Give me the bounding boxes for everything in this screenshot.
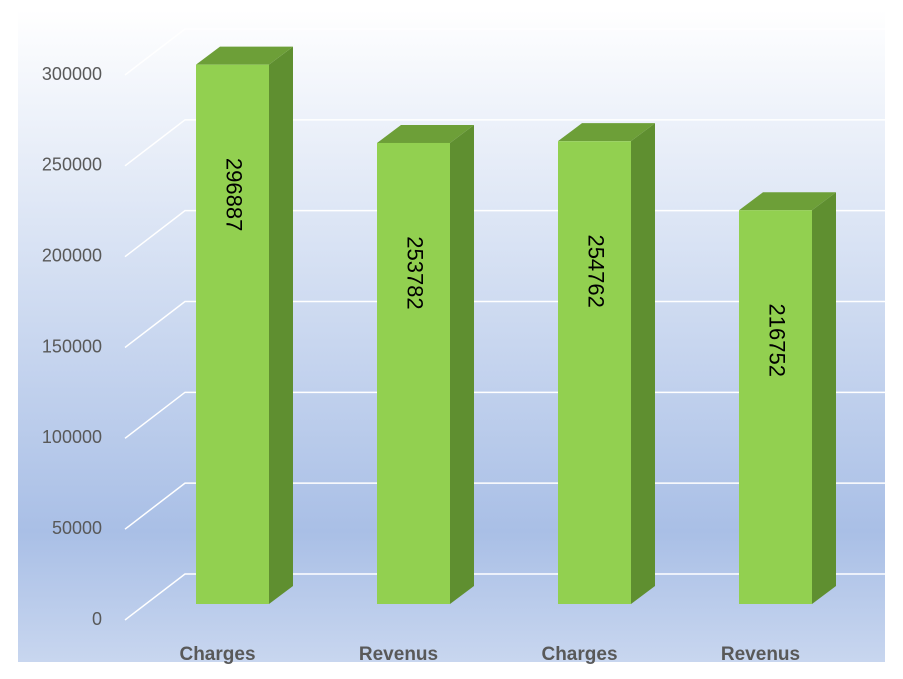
- value-label: 296887: [222, 158, 247, 231]
- value-label: 216752: [765, 304, 790, 377]
- bar-top: [377, 124, 474, 143]
- y-tick-label: 300000: [42, 64, 102, 84]
- bar: [196, 64, 269, 605]
- y-tick-label: 50000: [52, 518, 102, 538]
- value-label: 254762: [584, 234, 609, 307]
- bar-side: [450, 124, 474, 604]
- y-tick-label: 250000: [42, 155, 102, 175]
- y-tick-label: 100000: [42, 427, 102, 447]
- bar-side: [631, 123, 655, 604]
- x-tick-label: Charges: [541, 644, 617, 665]
- bar-side: [269, 46, 293, 605]
- bar: [377, 142, 450, 604]
- x-tick-label: Revenus: [359, 644, 438, 665]
- bar-top: [196, 46, 293, 65]
- value-label: 253782: [403, 236, 428, 309]
- y-tick-label: 200000: [42, 245, 102, 265]
- x-tick-label: Charges: [179, 644, 255, 665]
- grid-line: [124, 119, 885, 167]
- y-tick-label: 0: [92, 609, 102, 629]
- bar-top: [739, 192, 836, 211]
- y-tick-label: 150000: [42, 336, 102, 356]
- bar: [558, 141, 631, 604]
- bar-top: [558, 123, 655, 142]
- bar-side: [812, 192, 836, 604]
- x-tick-label: Revenus: [721, 644, 800, 665]
- bar: [739, 210, 812, 604]
- grid-line: [124, 28, 885, 76]
